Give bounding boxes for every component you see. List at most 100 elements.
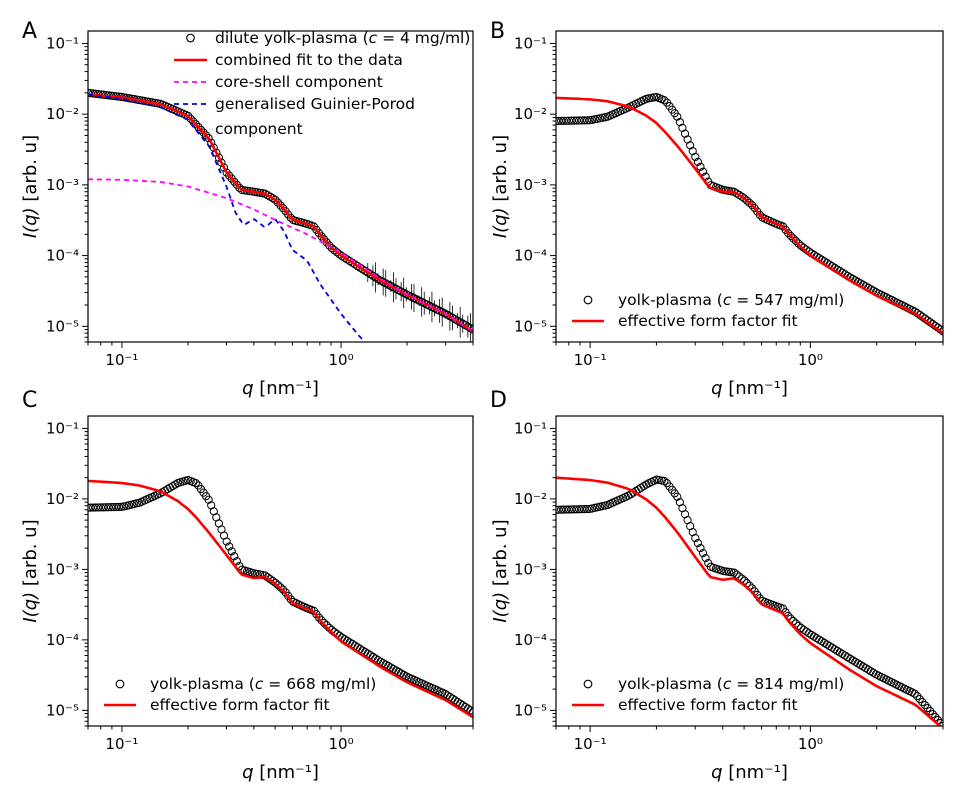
data-point bbox=[691, 533, 700, 543]
y-axis-quantity: I(q) bbox=[20, 592, 41, 623]
data-point bbox=[562, 116, 571, 125]
panel-label: D bbox=[490, 388, 507, 413]
data-point bbox=[91, 503, 100, 512]
data-point bbox=[724, 567, 733, 576]
data-point bbox=[569, 116, 579, 125]
y-tick-label: 10⁻⁴ bbox=[46, 247, 79, 265]
panel-label: C bbox=[22, 388, 37, 413]
data-point bbox=[557, 116, 566, 126]
data-point bbox=[722, 567, 731, 576]
y-tick-label: 10⁻² bbox=[514, 105, 547, 123]
data-point bbox=[582, 504, 592, 514]
y-axis-label: I(q) [arb. u] bbox=[20, 135, 41, 238]
data-point bbox=[582, 116, 592, 125]
data-point bbox=[838, 649, 847, 659]
data-point bbox=[910, 689, 919, 698]
data-point bbox=[314, 613, 324, 622]
data-point bbox=[88, 89, 95, 98]
data-point bbox=[575, 116, 584, 125]
legend-label: combined fit to the data bbox=[215, 51, 403, 69]
data-point bbox=[562, 505, 571, 514]
plot-area bbox=[88, 476, 473, 719]
data-point bbox=[580, 116, 589, 125]
data-point bbox=[268, 194, 277, 203]
legend-marker bbox=[583, 295, 593, 305]
data-point bbox=[575, 505, 584, 514]
y-tick-label: 10⁻³ bbox=[46, 176, 79, 194]
data-point bbox=[660, 96, 669, 105]
data-point bbox=[207, 138, 216, 147]
data-point bbox=[923, 703, 932, 713]
data-point bbox=[225, 542, 234, 551]
plot-area bbox=[556, 92, 943, 336]
data-point bbox=[567, 505, 576, 514]
y-axis-label: I(q) [arb. u] bbox=[490, 135, 511, 238]
data-point bbox=[789, 234, 798, 243]
y-tick-label: 10⁻⁴ bbox=[514, 631, 547, 649]
x-tick-label: 10⁰ bbox=[329, 735, 354, 753]
data-point bbox=[755, 210, 764, 219]
data-point bbox=[673, 492, 682, 501]
panel-c: 10⁻¹ 10⁰ 10⁻¹ 10⁻² 10⁻³ 10⁻⁴ 10⁻⁵ q [nm⁻¹] I(q) … bbox=[20, 388, 474, 783]
data-point bbox=[926, 706, 935, 716]
data-point bbox=[696, 543, 705, 553]
x-tick-label: 10⁻¹ bbox=[105, 735, 138, 753]
y-axis-unit: [arb. u] bbox=[490, 135, 511, 207]
y-tick-label: 10⁻¹ bbox=[46, 34, 79, 52]
y-axis-unit: [arb. u] bbox=[20, 519, 41, 591]
data-point bbox=[794, 239, 803, 248]
data-point bbox=[791, 619, 801, 628]
legend-label: generalised Guinier-Porod bbox=[215, 95, 415, 113]
data-point bbox=[271, 195, 280, 204]
data-point bbox=[732, 570, 741, 579]
data-point bbox=[273, 580, 283, 590]
data-point bbox=[332, 248, 342, 257]
data-point bbox=[920, 700, 930, 710]
legend-label-cont: component bbox=[215, 120, 303, 138]
data-point bbox=[286, 595, 295, 604]
legend: dilute yolk-plasma (c = 4 mg/ml) combined… bbox=[174, 29, 470, 138]
data-point bbox=[112, 502, 121, 512]
x-tick-label: 10⁻¹ bbox=[105, 351, 138, 369]
data-point bbox=[448, 694, 457, 703]
data-point bbox=[812, 634, 821, 643]
data-point bbox=[727, 568, 736, 577]
legend-label: effective form factor fit bbox=[150, 696, 330, 714]
series-line bbox=[556, 96, 943, 335]
data-point bbox=[585, 116, 594, 125]
data-point bbox=[827, 643, 837, 652]
data-point bbox=[660, 476, 669, 486]
data-point bbox=[325, 241, 334, 250]
series-line bbox=[88, 93, 473, 333]
axes-frame bbox=[555, 30, 944, 343]
x-axis-label: q [nm⁻¹] bbox=[711, 762, 788, 783]
data-point bbox=[227, 547, 236, 556]
y-tick-label: 10⁻⁵ bbox=[514, 701, 547, 719]
data-point bbox=[235, 183, 244, 192]
data-point bbox=[204, 495, 213, 504]
data-point bbox=[698, 167, 708, 176]
y-tick-label: 10⁻² bbox=[514, 490, 547, 508]
y-axis-quantity: I(q) bbox=[490, 207, 511, 238]
data-point bbox=[572, 505, 581, 514]
x-axis-label: q [nm⁻¹] bbox=[242, 378, 319, 399]
y-tick-label: 10⁻³ bbox=[514, 176, 547, 194]
y-tick-label: 10⁻⁴ bbox=[46, 631, 79, 649]
legend-marker bbox=[115, 679, 125, 689]
axes-frame bbox=[87, 30, 474, 343]
data-point bbox=[577, 116, 586, 125]
x-tick-label: 10⁻¹ bbox=[574, 735, 607, 753]
data-point bbox=[729, 568, 739, 577]
data-point bbox=[559, 505, 568, 514]
x-axis-label: q [nm⁻¹] bbox=[711, 378, 788, 399]
data-point bbox=[450, 696, 460, 705]
panel-b: 10⁻¹ 10⁰ 10⁻¹ 10⁻² 10⁻³ 10⁻⁴ 10⁻⁵ q [nm⁻¹] I(q) … bbox=[490, 19, 944, 399]
legend: yolk-plasma (c = 547 mg/ml) effective for… bbox=[572, 291, 844, 330]
data-point bbox=[830, 645, 839, 654]
x-tick-label: 10⁰ bbox=[329, 351, 354, 369]
data-point bbox=[637, 483, 646, 492]
x-axis-quantity: q bbox=[242, 378, 253, 399]
data-point bbox=[719, 567, 728, 576]
data-point bbox=[466, 706, 473, 715]
x-tick-label: 10⁰ bbox=[798, 735, 823, 753]
